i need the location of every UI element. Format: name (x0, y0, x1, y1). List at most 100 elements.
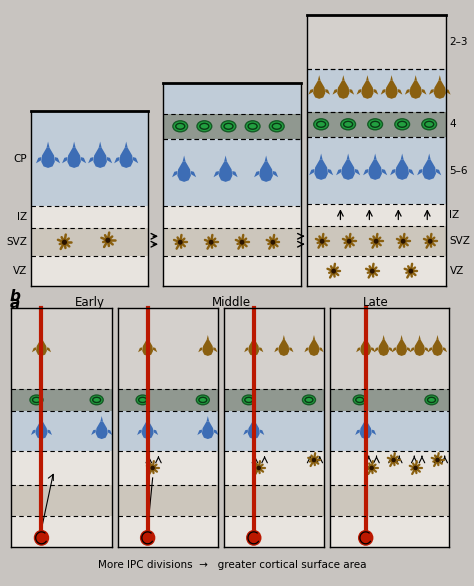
Polygon shape (361, 81, 374, 99)
Polygon shape (197, 430, 202, 435)
Bar (118, 308, 218, 389)
Polygon shape (182, 155, 186, 162)
Polygon shape (390, 169, 395, 175)
Polygon shape (253, 416, 255, 421)
Polygon shape (254, 171, 259, 177)
Circle shape (34, 530, 49, 546)
Polygon shape (114, 157, 119, 163)
Polygon shape (383, 335, 385, 340)
Bar (11, 485, 112, 516)
Polygon shape (382, 169, 387, 175)
Bar (224, 451, 324, 485)
Polygon shape (40, 335, 43, 340)
Polygon shape (279, 340, 289, 356)
Polygon shape (363, 169, 368, 175)
Bar (307, 15, 446, 69)
Circle shape (239, 239, 245, 246)
Bar (163, 206, 301, 229)
Ellipse shape (197, 121, 212, 132)
Polygon shape (432, 340, 443, 356)
Polygon shape (309, 89, 313, 95)
Polygon shape (314, 160, 328, 180)
Bar (11, 516, 112, 547)
Polygon shape (253, 335, 255, 340)
Bar (11, 411, 112, 451)
Polygon shape (410, 347, 414, 352)
Polygon shape (446, 89, 451, 95)
Bar (163, 114, 301, 139)
Polygon shape (328, 169, 333, 175)
Polygon shape (259, 347, 264, 352)
Polygon shape (356, 347, 360, 352)
Polygon shape (407, 347, 411, 352)
Circle shape (435, 457, 440, 463)
Text: SVZ: SVZ (449, 236, 470, 246)
Polygon shape (125, 142, 128, 148)
Polygon shape (88, 157, 93, 163)
Text: VZ: VZ (13, 266, 27, 276)
Polygon shape (207, 416, 209, 421)
Polygon shape (273, 171, 278, 177)
Ellipse shape (30, 395, 43, 405)
Polygon shape (355, 430, 360, 435)
Polygon shape (443, 347, 447, 352)
Text: a: a (9, 296, 20, 311)
Polygon shape (41, 148, 55, 168)
Circle shape (408, 268, 414, 274)
Polygon shape (283, 335, 285, 340)
Polygon shape (342, 75, 345, 81)
Polygon shape (55, 157, 60, 163)
Polygon shape (219, 162, 232, 182)
Text: IZ: IZ (17, 212, 27, 222)
Bar (307, 112, 446, 137)
Text: 4: 4 (449, 120, 456, 130)
Polygon shape (318, 75, 320, 81)
Ellipse shape (173, 121, 188, 132)
Bar (224, 411, 324, 451)
Polygon shape (410, 81, 422, 99)
Polygon shape (214, 171, 219, 177)
Polygon shape (36, 157, 41, 163)
Circle shape (208, 239, 214, 246)
Ellipse shape (90, 395, 103, 405)
Polygon shape (248, 421, 260, 439)
Polygon shape (133, 157, 138, 163)
Polygon shape (401, 154, 404, 160)
Text: Late: Late (363, 296, 389, 309)
Bar (31, 229, 148, 256)
Polygon shape (368, 160, 382, 180)
Polygon shape (438, 75, 441, 81)
Bar (330, 451, 449, 485)
Circle shape (331, 268, 337, 274)
Polygon shape (419, 335, 421, 340)
Bar (307, 205, 446, 226)
Text: Middle: Middle (212, 296, 251, 309)
Text: More IPC divisions  →   greater cortical surface area: More IPC divisions → greater cortical su… (98, 560, 366, 570)
Polygon shape (142, 421, 154, 439)
Polygon shape (177, 162, 191, 182)
Polygon shape (202, 340, 213, 356)
Polygon shape (422, 160, 436, 180)
Bar (330, 389, 449, 411)
Polygon shape (202, 421, 214, 439)
Text: SVZ: SVZ (6, 237, 27, 247)
Bar (224, 389, 324, 411)
Polygon shape (365, 335, 367, 340)
Polygon shape (401, 335, 403, 340)
Bar (307, 256, 446, 286)
Bar (163, 83, 301, 114)
Bar (118, 516, 218, 547)
Polygon shape (414, 340, 425, 356)
Polygon shape (47, 430, 52, 435)
Bar (307, 226, 446, 256)
Bar (330, 485, 449, 516)
Polygon shape (434, 81, 446, 99)
Polygon shape (360, 340, 371, 356)
Ellipse shape (422, 119, 437, 130)
Ellipse shape (341, 119, 356, 130)
Bar (31, 111, 148, 206)
Bar (11, 451, 112, 485)
Ellipse shape (353, 395, 366, 405)
Polygon shape (243, 430, 248, 435)
Bar (118, 411, 218, 451)
